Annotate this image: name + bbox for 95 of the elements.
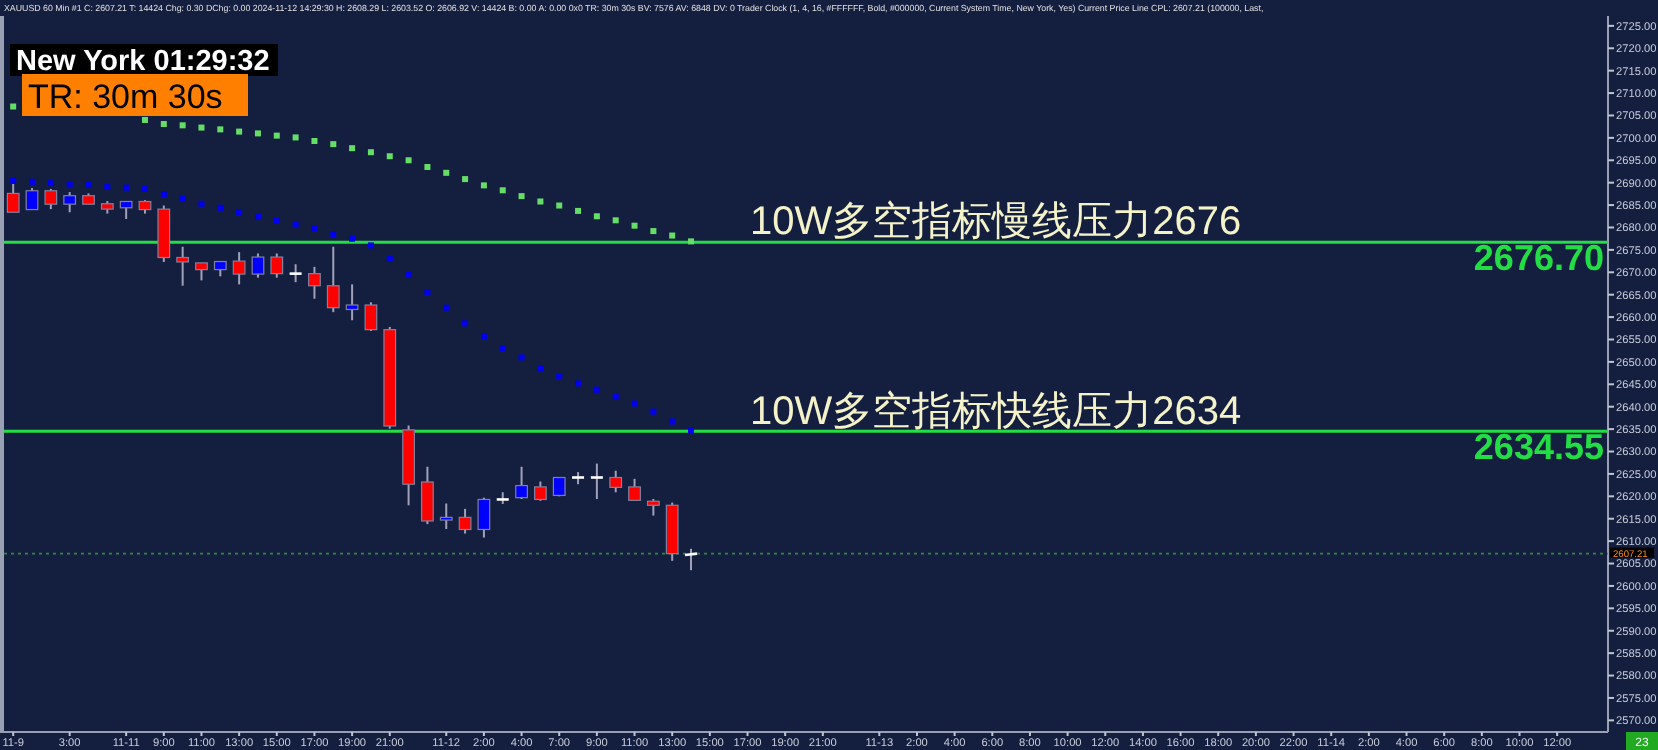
point [217, 126, 224, 133]
point [273, 217, 280, 224]
candlestick [308, 265, 321, 300]
point [462, 176, 469, 183]
point [330, 231, 337, 238]
point [556, 373, 563, 380]
point [612, 217, 619, 224]
annotation: TR: 30m 30s [28, 78, 223, 116]
point [217, 204, 224, 211]
candlestick [326, 245, 340, 314]
candlestick [232, 251, 246, 286]
point [424, 164, 431, 170]
point [650, 408, 657, 415]
point [386, 255, 393, 262]
point [141, 185, 148, 192]
point [141, 116, 148, 123]
point [575, 207, 582, 214]
candlestick [458, 507, 472, 535]
point [367, 149, 374, 156]
point [669, 232, 676, 239]
candlestick [421, 465, 434, 526]
point [292, 221, 299, 228]
point [669, 418, 676, 425]
point [443, 169, 450, 176]
point [236, 209, 243, 216]
point [537, 365, 544, 372]
point [311, 138, 318, 145]
point [518, 193, 525, 200]
candlestick [609, 469, 623, 494]
point [480, 333, 487, 340]
point [47, 180, 54, 187]
point [499, 187, 506, 194]
annotation: 10W多空指标快线压力2634 [750, 390, 1242, 434]
point [612, 393, 619, 400]
candlestick [270, 252, 284, 279]
point [179, 195, 186, 202]
candlestick [176, 245, 190, 287]
point [688, 427, 695, 434]
point [66, 181, 73, 188]
point [292, 134, 299, 141]
point [311, 225, 318, 232]
point [650, 228, 657, 235]
point [462, 320, 469, 327]
point [273, 132, 280, 139]
point [179, 122, 186, 129]
candlestick [345, 283, 359, 322]
point [499, 345, 506, 352]
point [160, 191, 167, 198]
point [367, 242, 374, 249]
point [10, 103, 17, 110]
point [349, 235, 356, 242]
point [236, 128, 243, 135]
point [104, 183, 111, 190]
point [593, 386, 600, 393]
candlestick [533, 480, 547, 502]
point [631, 222, 638, 229]
candlestick [44, 187, 58, 211]
point [386, 153, 393, 160]
point [443, 304, 450, 311]
point [556, 202, 563, 209]
annotation: 10W多空指标慢线压力2676 [750, 200, 1242, 244]
candlestick [251, 252, 265, 279]
candlestick [439, 502, 453, 531]
point [349, 145, 356, 152]
point [10, 177, 17, 184]
point [405, 271, 412, 278]
candlestick [589, 462, 605, 501]
point [480, 182, 487, 189]
point [688, 238, 695, 245]
point [198, 200, 205, 207]
point [85, 181, 92, 188]
candlestick [25, 187, 39, 211]
candlestick [477, 496, 491, 539]
point [593, 213, 600, 220]
point [537, 198, 544, 205]
candlestick [63, 191, 77, 214]
point [405, 157, 412, 164]
candlestick [364, 301, 378, 332]
annotation: New York 01:29:32 [16, 46, 270, 78]
point [518, 354, 525, 361]
ref-line-label: 2676.70 [1473, 238, 1604, 279]
point [198, 124, 205, 131]
point [330, 141, 337, 148]
candlestick [515, 465, 528, 501]
point [160, 120, 167, 127]
point [254, 213, 261, 220]
point [123, 184, 130, 191]
candlestick [683, 547, 699, 572]
point [575, 380, 582, 387]
point [424, 289, 431, 296]
ref-line-label: 2634.55 [1473, 427, 1604, 468]
point [631, 400, 638, 407]
candlestick [628, 477, 641, 502]
point [254, 130, 261, 137]
point [29, 178, 36, 185]
